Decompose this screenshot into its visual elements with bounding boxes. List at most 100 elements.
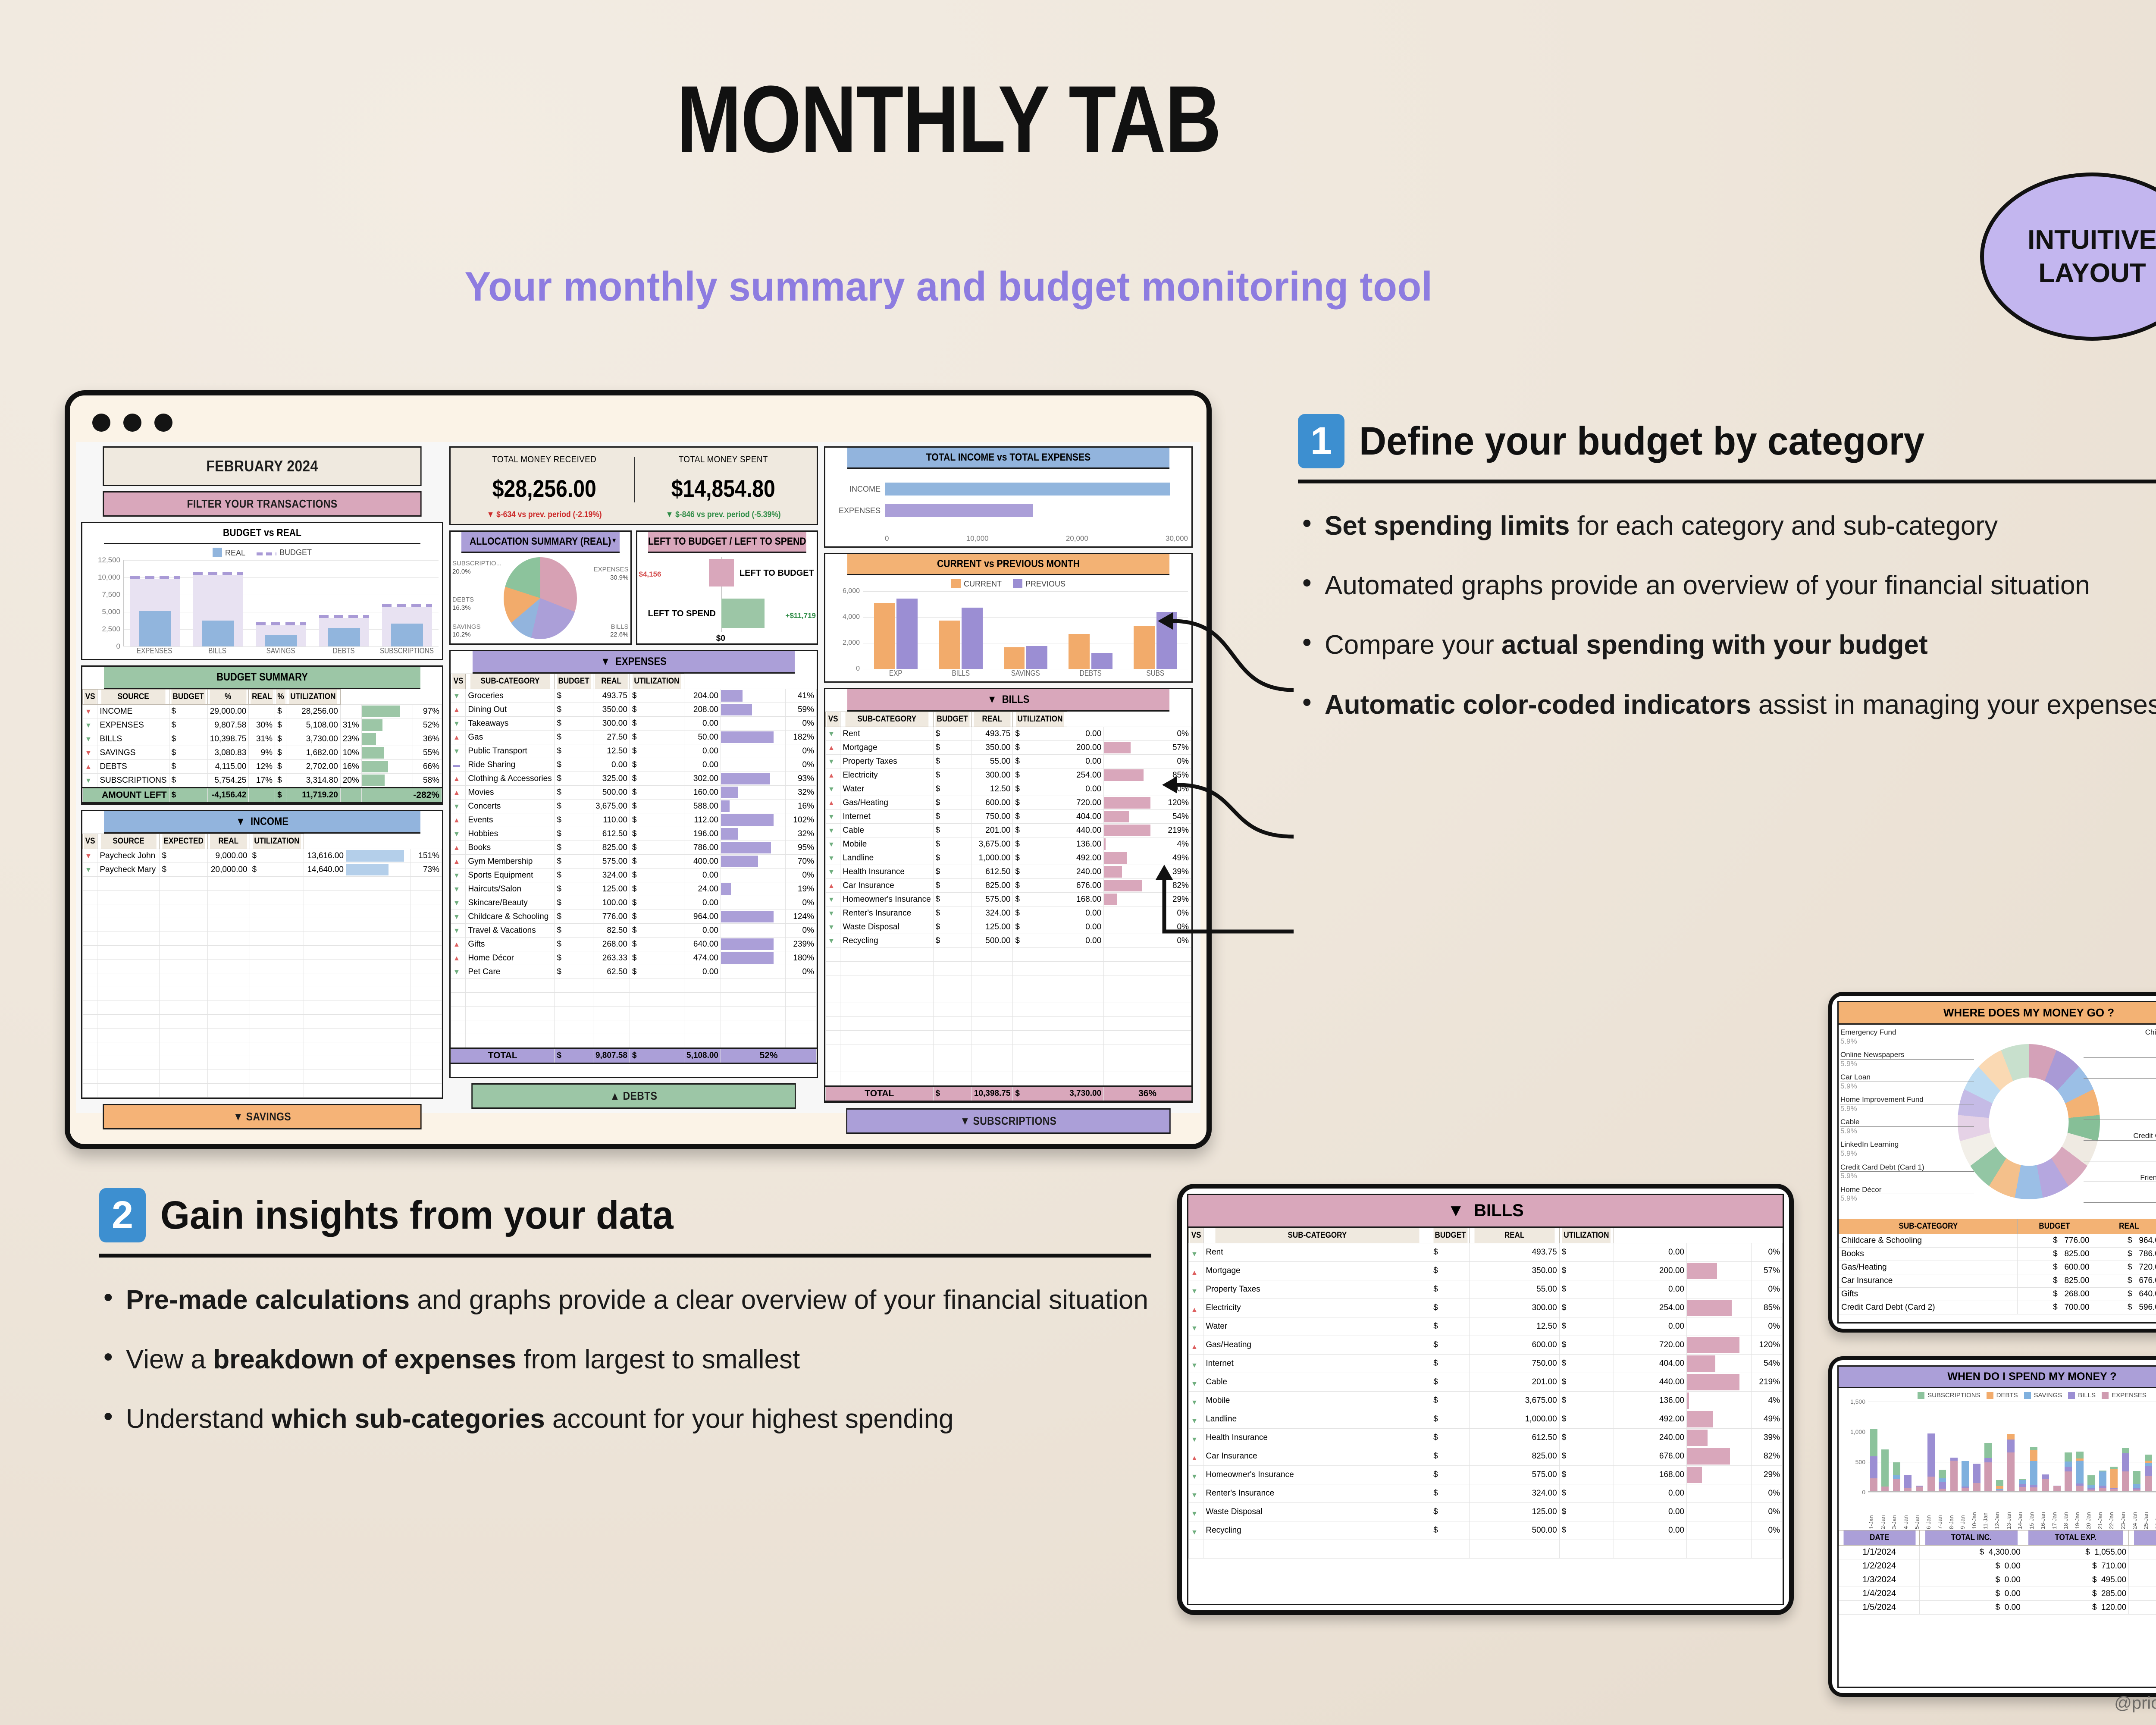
table-row[interactable] (825, 1016, 1192, 1031)
table-row[interactable]: ▲ Gifts $268.00 $640.00 239% (450, 937, 817, 951)
table-row[interactable]: ▼ Landline $1,000.00 $492.00 49% (1188, 1410, 1783, 1429)
table-row[interactable]: ▲ Mortgage $350.00 $200.00 57% (1188, 1261, 1783, 1280)
table-row[interactable] (825, 989, 1192, 1003)
table-row[interactable] (450, 1006, 817, 1020)
table-row[interactable]: ▼ Travel & Vacations $82.50 $0.00 0% (450, 923, 817, 938)
table-row[interactable]: 1/3/2024$ 0.00$ 495.00$ 2,040.00 (1838, 1573, 2156, 1587)
table-row[interactable]: ▼ Homeowner's Insurance $575.00 $168.00 29% (825, 892, 1192, 906)
table-row[interactable]: ▼ Water $12.50 $0.00 0% (1188, 1317, 1783, 1336)
table-row[interactable]: ▼ Recycling $500.00 $0.00 0% (825, 934, 1192, 948)
table-row[interactable] (82, 987, 442, 1001)
table-row[interactable]: ▼ Recycling $500.00 $0.00 0% (1188, 1521, 1783, 1540)
table-row[interactable]: ▼ Paycheck John $9,000.00 $13,616.00 151% (82, 849, 442, 863)
table-row[interactable]: ▼ SUBSCRIPTIONS $5,754.25 17% $3,314.80 20% 58… (82, 773, 442, 788)
debts-bar[interactable]: ▲ DEBTS (471, 1083, 796, 1109)
table-row[interactable]: ▼ Concerts $3,675.00 $588.00 16% (450, 799, 817, 813)
table-row[interactable]: ▼ Property Taxes $55.00 $0.00 0% (1188, 1280, 1783, 1299)
table-row[interactable]: ▼ INCOME $29,000.00 $28,256.00 97% (82, 704, 442, 718)
table-row[interactable] (82, 1056, 442, 1070)
table-row[interactable] (825, 975, 1192, 989)
table-row[interactable] (82, 959, 442, 973)
table-row[interactable]: ▲ Gym Membership $575.00 $400.00 70% (450, 854, 817, 869)
table-row[interactable] (82, 1070, 442, 1084)
table-row[interactable]: ▬ Ride Sharing $0.00 $0.00 0% (450, 758, 817, 772)
table-row[interactable]: ▼ Renter's Insurance $324.00 $0.00 0% (1188, 1484, 1783, 1503)
table-row[interactable]: Gas/Heating$ 600.00$ 720.004.35% (1839, 1261, 2156, 1274)
table-row[interactable] (82, 918, 442, 932)
table-row[interactable]: 1/5/2024$ 0.00$ 120.00$ 1,635.00 (1838, 1600, 2156, 1615)
table-row[interactable]: ▼ Takeaways $300.00 $0.00 0% (450, 716, 817, 731)
table-row[interactable]: ▼ Waste Disposal $125.00 $0.00 0% (1188, 1502, 1783, 1521)
table-row[interactable] (825, 1072, 1192, 1086)
table-row[interactable]: ▼ Health Insurance $612.50 $240.00 39% (1188, 1428, 1783, 1447)
table-row[interactable]: ▼ Internet $750.00 $404.00 54% (1188, 1354, 1783, 1373)
table-row[interactable]: ▲ Books $825.00 $786.00 95% (450, 841, 817, 855)
table-row[interactable] (825, 1058, 1192, 1072)
table-row[interactable]: ▲ Electricity $300.00 $254.00 85% (1188, 1298, 1783, 1317)
table-row[interactable]: ▲ Dining Out $350.00 $208.00 59% (450, 703, 817, 717)
table-row[interactable]: ▼ Sports Equipment $324.00 $0.00 0% (450, 868, 817, 882)
table-row[interactable] (825, 1030, 1192, 1044)
table-row[interactable] (825, 1003, 1192, 1017)
table-row[interactable]: ▲ Gas $27.50 $50.00 182% (450, 730, 817, 744)
table-row[interactable]: Gifts$ 268.00$ 640.003.87% (1839, 1287, 2156, 1301)
table-row[interactable]: Car Insurance$ 825.00$ 676.004.09% (1839, 1274, 2156, 1288)
maximize-icon[interactable] (154, 414, 172, 432)
table-row[interactable]: ▼ Rent $493.75 $0.00 0% (1188, 1243, 1783, 1262)
table-row[interactable]: ▼ Hobbies $612.50 $196.00 32% (450, 827, 817, 841)
table-row[interactable]: ▼ SAVINGS $3,080.83 9% $1,682.00 10% 55% (82, 746, 442, 760)
table-row[interactable] (82, 1014, 442, 1029)
table-row[interactable] (450, 992, 817, 1007)
table-row[interactable] (82, 890, 442, 904)
table-row[interactable] (1188, 1540, 1783, 1559)
table-row[interactable]: ▼ Paycheck Mary $20,000.00 $14,640.00 73% (82, 862, 442, 877)
filter-transactions-bar[interactable]: FILTER YOUR TRANSACTIONS (103, 491, 422, 517)
minimize-icon[interactable] (123, 414, 141, 432)
table-row[interactable]: ▼ Groceries $493.75 $204.00 41% (450, 689, 817, 703)
table-row[interactable]: ▲ Home Décor $263.33 $474.00 180% (450, 951, 817, 965)
close-icon[interactable] (92, 414, 110, 432)
table-row[interactable]: ▲ Gas/Heating $600.00 $720.00 120% (825, 796, 1192, 810)
table-row[interactable]: ▼ Rent $493.75 $0.00 0% (825, 727, 1192, 741)
table-row[interactable]: ▼ BILLS $10,398.75 31% $3,730.00 23% 36% (82, 732, 442, 746)
table-row[interactable]: ▼ Cable $201.00 $440.00 219% (825, 823, 1192, 837)
table-row[interactable]: ▲ Car Insurance $825.00 $676.00 82% (1188, 1447, 1783, 1466)
table-row[interactable] (450, 1020, 817, 1034)
table-row[interactable] (82, 1083, 442, 1098)
table-row[interactable]: ▼ Pet Care $62.50 $0.00 0% (450, 965, 817, 979)
table-row[interactable] (82, 1000, 442, 1015)
table-row[interactable] (82, 904, 442, 918)
table-row[interactable]: 1/1/2024$ 4,300.00$ 1,055.00$ 3,245.00 (1838, 1545, 2156, 1559)
table-row[interactable]: ▼ Skincare/Beauty $100.00 $0.00 0% (450, 896, 817, 910)
table-row[interactable]: ▼ Renter's Insurance $324.00 $0.00 0% (825, 906, 1192, 920)
table-row[interactable] (82, 945, 442, 960)
table-row[interactable] (82, 932, 442, 946)
table-row[interactable]: Books$ 825.00$ 786.004.75% (1839, 1247, 2156, 1261)
table-row[interactable]: ▼ Haircuts/Salon $125.00 $24.00 19% (450, 882, 817, 896)
table-row[interactable]: ▲ Events $110.00 $112.00 102% (450, 813, 817, 827)
table-row[interactable]: ▲ Clothing & Accessories $325.00 $302.00 93% (450, 772, 817, 786)
table-row[interactable]: ▲ Gas/Heating $600.00 $720.00 120% (1188, 1336, 1783, 1355)
table-row[interactable]: ▼ EXPENSES $9,807.58 30% $5,108.00 31% 52% (82, 718, 442, 732)
table-row[interactable]: ▼ Public Transport $12.50 $0.00 0% (450, 744, 817, 758)
table-row[interactable]: ▼ Mobile $3,675.00 $136.00 4% (1188, 1391, 1783, 1410)
table-row[interactable]: ▼ Mobile $3,675.00 $136.00 4% (825, 837, 1192, 851)
table-row[interactable] (82, 973, 442, 987)
table-row[interactable] (82, 876, 442, 891)
table-row[interactable]: ▼ Property Taxes $55.00 $0.00 0% (825, 754, 1192, 768)
chevron-down-icon[interactable]: ▾ (612, 537, 616, 544)
table-row[interactable] (825, 1044, 1192, 1058)
table-row[interactable]: ▲ Electricity $300.00 $254.00 85% (825, 768, 1192, 782)
table-row[interactable] (82, 1028, 442, 1042)
table-row[interactable]: ▼ Homeowner's Insurance $575.00 $168.00 29% (1188, 1465, 1783, 1484)
window-traffic-lights[interactable] (92, 414, 172, 432)
table-row[interactable] (825, 947, 1192, 962)
table-row[interactable]: ▲ DEBTS $4,115.00 12% $2,702.00 16% 66% (82, 759, 442, 774)
table-row[interactable]: Childcare & Schooling$ 776.00$ 964.005.8… (1839, 1234, 2156, 1248)
table-row[interactable] (450, 1034, 817, 1048)
savings-bar[interactable]: ▼ SAVINGS (103, 1104, 422, 1129)
table-row[interactable]: Credit Card Debt (Card 2)$ 700.00$ 596.0… (1839, 1301, 2156, 1314)
table-row[interactable]: ▲ Movies $500.00 $160.00 32% (450, 785, 817, 800)
subscriptions-bar[interactable]: ▼ SUBSCRIPTIONS (846, 1108, 1171, 1134)
table-row[interactable] (82, 1042, 442, 1056)
